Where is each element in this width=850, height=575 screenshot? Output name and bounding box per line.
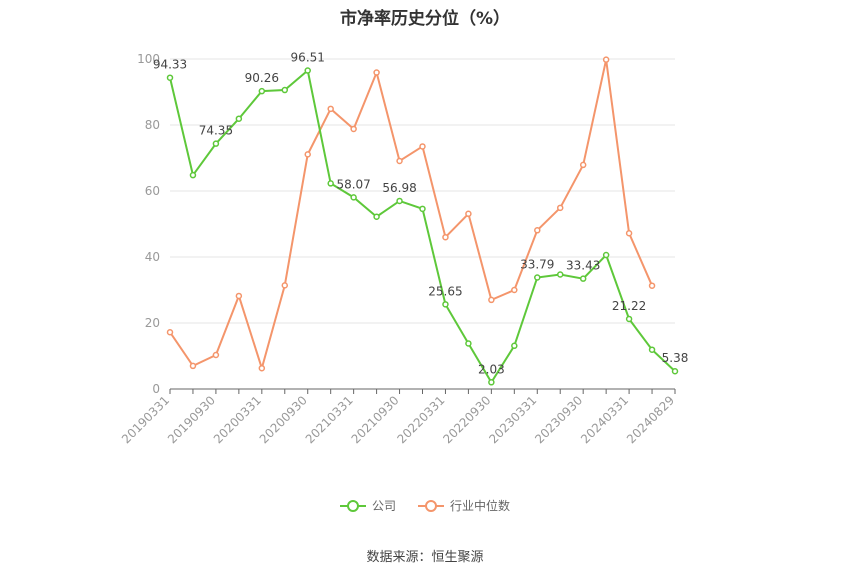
series-point-0 [212,140,220,147]
series-point-1 [327,105,334,113]
series-point-1 [556,204,564,212]
data-label: 58.07 [336,177,370,191]
x-tick-label: 20200930 [257,393,310,446]
x-tick-label: 20230331 [486,393,539,446]
data-label: 56.98 [382,181,416,195]
legend-industry-label: 行业中位数 [450,499,511,513]
series-point-0 [373,213,380,220]
data-label: 33.79 [520,257,554,271]
series-point-0 [534,274,541,281]
series-point-0 [235,115,243,122]
series-point-0 [281,86,289,94]
series-point-0 [189,171,197,179]
y-tick-label: 0 [152,382,160,396]
series-point-1 [304,151,311,158]
x-tick-label: 20230930 [532,393,585,446]
legend-item-company[interactable]: 公司 [339,497,396,514]
y-tick-label: 40 [145,250,160,264]
series-point-1 [442,233,449,241]
series-point-1 [350,125,357,133]
series-point-0 [488,379,495,386]
series-point-0 [396,197,403,205]
series-point-0 [465,340,472,347]
series-point-0 [625,315,633,323]
data-label: 5.38 [662,351,689,365]
series-point-0 [648,346,656,353]
data-label: 33.43 [566,259,600,273]
series-point-1 [373,69,380,76]
series-point-1 [419,143,426,150]
series-point-1 [281,282,289,289]
series-line-1 [169,59,653,372]
x-tick-label: 20200331 [211,393,264,446]
data-label: 2.03 [478,362,505,376]
series-point-0 [602,251,610,259]
x-tick-label: 20210331 [303,393,356,446]
x-tick-label: 20240829 [624,393,677,446]
legend-item-industry-median[interactable]: 行业中位数 [418,497,510,514]
data-label: 74.35 [199,124,233,138]
series-point-1 [465,210,472,218]
source-note: 数据来源：恒生聚源 [366,550,484,565]
series-line-0 [169,68,676,385]
x-tick-label: 20220930 [440,393,493,446]
series-point-1 [488,296,495,304]
series-point-0 [671,367,679,375]
series-point-0 [511,342,518,350]
legend-company-label: 公司 [371,499,396,513]
series-point-1 [396,157,403,165]
x-tick-label: 20190930 [165,393,218,446]
y-tick-label: 100 [137,52,160,66]
x-tick-label: 20190331 [119,393,172,446]
y-tick-label: 60 [145,184,160,198]
series-point-1 [579,161,587,169]
data-label: 94.33 [153,58,187,72]
chart-title: 市净率历史分位（%） [339,9,511,29]
series-point-1 [212,351,220,359]
x-tick-label: 20220331 [394,393,447,446]
series-point-1 [166,328,174,336]
series-point-0 [556,271,564,278]
x-tick-label: 20240331 [578,393,631,446]
series-point-1 [511,286,518,294]
data-label: 21.22 [612,299,646,313]
x-tick-label: 20210930 [349,393,402,446]
series-point-0 [419,205,426,213]
series-point-0 [258,87,266,95]
series-point-1 [189,362,197,370]
y-tick-label: 20 [145,316,160,330]
y-tick-label: 80 [145,118,160,132]
series-point-1 [258,364,266,372]
legend: 公司 行业中位数 [0,497,850,514]
series-point-0 [350,194,357,201]
data-label: 90.26 [245,71,279,85]
series-point-0 [327,180,334,187]
series-point-1 [625,229,633,237]
series-point-0 [579,275,587,282]
series-point-1 [602,56,610,63]
series-point-1 [534,227,541,234]
data-label: 25.65 [428,284,462,298]
series-point-0 [166,74,174,81]
series-point-1 [648,282,656,289]
series-point-1 [235,292,243,300]
series-point-0 [304,67,311,74]
legend-company-icon [339,499,366,512]
legend-industry-icon [418,499,444,512]
series-point-0 [442,301,449,308]
data-label: 96.51 [291,51,325,65]
